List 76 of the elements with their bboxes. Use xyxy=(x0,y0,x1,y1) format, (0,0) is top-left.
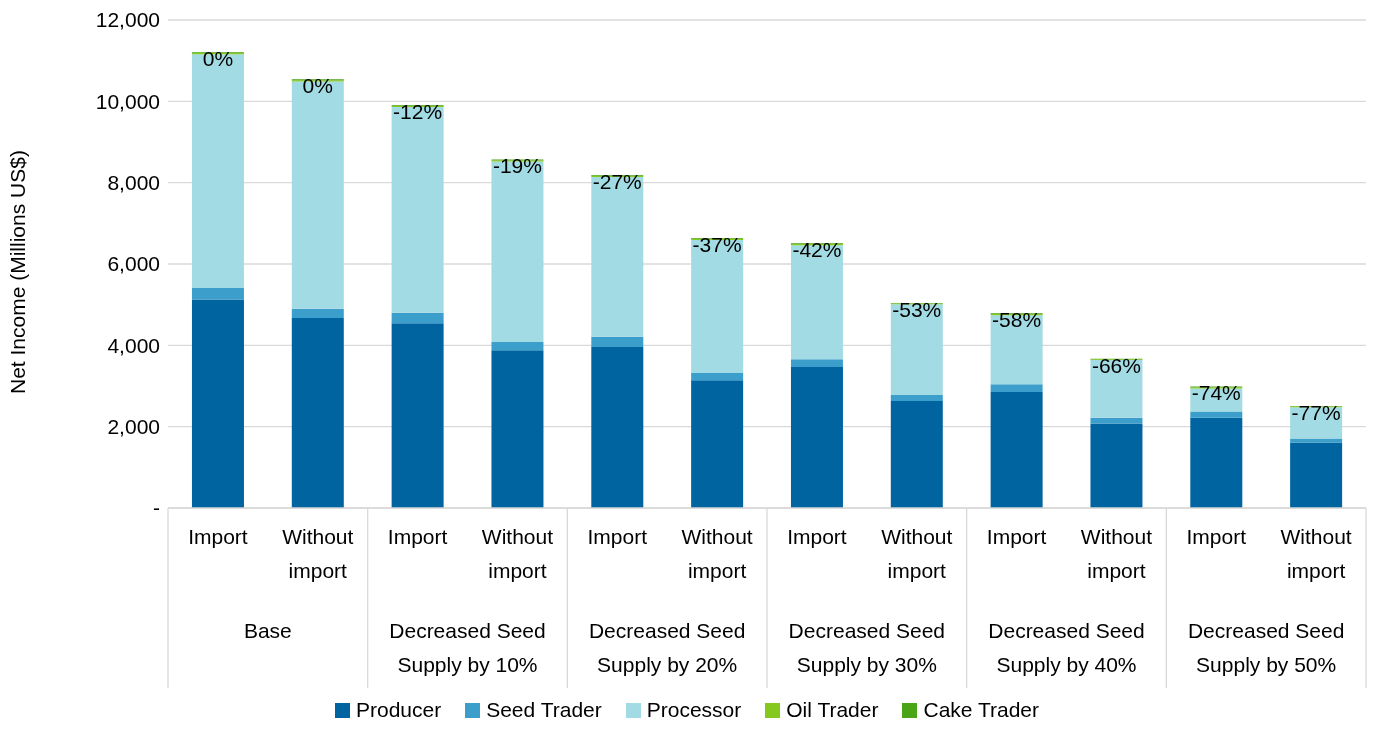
bar xyxy=(1290,438,1343,443)
bar xyxy=(291,308,344,319)
annotation: -74% xyxy=(1191,381,1241,405)
y-tick-label: 12,000 xyxy=(95,8,160,32)
y-tick-label: 4,000 xyxy=(107,333,160,357)
bar xyxy=(1290,442,1343,508)
legend-label: Processor xyxy=(645,698,742,722)
x-tick-label: Without import xyxy=(1280,525,1352,582)
x-tick-label: Import xyxy=(787,525,847,548)
x-tick-label: Without import xyxy=(1080,525,1153,582)
bar xyxy=(691,240,744,373)
annotation: -53% xyxy=(892,298,942,322)
y-tick-label: 8,000 xyxy=(107,171,160,195)
bar xyxy=(391,323,444,508)
bar xyxy=(591,346,644,508)
bar xyxy=(990,315,1043,385)
legend-label: Producer xyxy=(354,698,442,722)
legend-label: Oil Trader xyxy=(785,698,879,722)
legend-label: Seed Trader xyxy=(485,698,602,722)
bar xyxy=(591,336,644,347)
bar xyxy=(990,384,1043,393)
bar xyxy=(191,299,244,508)
bar xyxy=(790,366,843,508)
annotation: -42% xyxy=(792,238,842,262)
text: Decreased Seed Supply by 20% xyxy=(588,619,746,676)
bar xyxy=(591,176,644,337)
bar xyxy=(191,54,244,288)
bar xyxy=(990,392,1043,508)
annotation: -58% xyxy=(992,308,1042,332)
bar xyxy=(291,81,344,309)
bar xyxy=(191,287,244,300)
bar xyxy=(1090,423,1143,508)
annotation: 0% xyxy=(302,74,333,98)
legend-label: Cake Trader xyxy=(922,698,1040,722)
text: Decreased Seed Supply by 40% xyxy=(988,619,1145,676)
x-tick-label: Without import xyxy=(681,525,753,582)
x-tick-label: Without import xyxy=(881,525,953,582)
text: Base xyxy=(243,619,292,642)
annotation: 0% xyxy=(202,47,234,71)
annotation: -66% xyxy=(1091,353,1141,377)
bar xyxy=(291,318,344,508)
bar xyxy=(491,342,544,351)
y-tick-label: 10,000 xyxy=(95,89,160,113)
text: Decreased Seed Supply by 50% xyxy=(1187,619,1345,676)
y-tick-label: 6,000 xyxy=(107,252,160,276)
x-tick-label: Import xyxy=(387,525,448,548)
bar xyxy=(1190,417,1243,508)
bar xyxy=(1090,359,1143,418)
bar xyxy=(790,359,843,367)
bar xyxy=(391,107,444,313)
bar xyxy=(1190,411,1243,418)
bar xyxy=(391,312,444,324)
bar xyxy=(491,350,544,508)
annotation: -12% xyxy=(393,99,443,123)
bar xyxy=(691,372,744,381)
y-axis-title: Net Income (Millions US$) xyxy=(6,150,30,394)
y-tick-label: 2,000 xyxy=(107,415,160,439)
x-tick-label: Import xyxy=(1186,525,1247,548)
bar xyxy=(890,401,943,508)
annotation: -37% xyxy=(692,232,742,256)
x-tick-label: Import xyxy=(986,525,1047,548)
annotation: -27% xyxy=(592,169,642,193)
x-tick-label: Import xyxy=(587,525,648,548)
x-tick-label: Without import xyxy=(481,525,554,582)
bar xyxy=(691,380,744,508)
x-tick-label: Import xyxy=(188,525,248,548)
annotation: -77% xyxy=(1291,400,1341,424)
bar xyxy=(790,245,843,360)
x-tick-label: Without import xyxy=(282,525,354,582)
text: Decreased Seed Supply by 10% xyxy=(389,619,546,676)
text: Decreased Seed Supply by 30% xyxy=(788,619,946,676)
annotation: -19% xyxy=(492,154,542,178)
y-tick-label: - xyxy=(153,496,160,520)
bar xyxy=(491,161,544,343)
bar xyxy=(890,304,943,395)
bar xyxy=(890,394,943,402)
